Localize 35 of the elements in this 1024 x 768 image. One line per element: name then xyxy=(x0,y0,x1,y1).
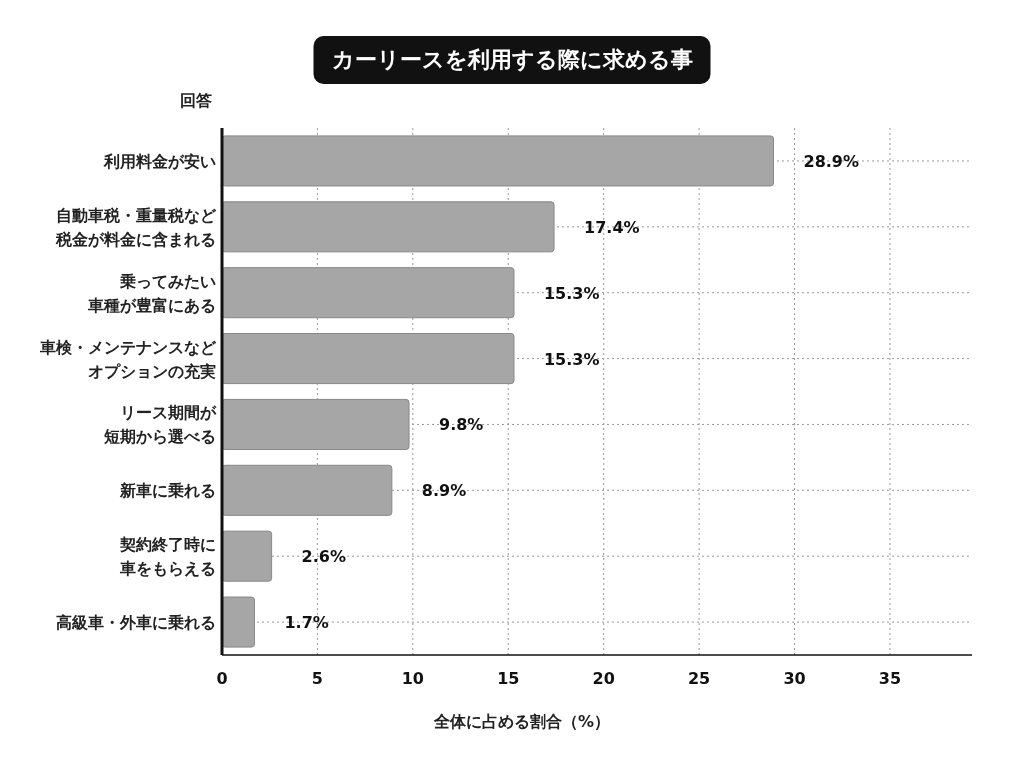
x-tick-label: 30 xyxy=(783,669,806,688)
bar xyxy=(221,333,515,385)
data-label: 2.6% xyxy=(301,547,346,567)
y-tick-label: 契約終了時に車をもらえる xyxy=(119,535,216,579)
data-label: 1.7% xyxy=(284,613,329,633)
data-label: 8.9% xyxy=(421,481,467,501)
x-tick-label: 20 xyxy=(592,669,615,688)
data-label: 15.3% xyxy=(543,283,600,303)
bar xyxy=(221,464,393,516)
y-tick-label: 新車に乗れる xyxy=(119,481,216,501)
bar xyxy=(221,596,255,648)
y-tick-label: 車検・メンテナンスなどオプションの充実 xyxy=(39,337,217,381)
bar xyxy=(221,398,410,450)
y-tick-label: 自動車税・重量税など税金が料金に含まれる xyxy=(55,205,217,249)
bar xyxy=(221,530,273,582)
y-tick-label: 乗ってみたい車種が豊富にある xyxy=(87,271,216,315)
x-tick-label: 25 xyxy=(687,669,711,688)
y-tick-label: 高級車・外車に乗れる xyxy=(56,613,216,633)
y-tick-label: 利用料金が安い xyxy=(103,151,216,171)
x-tick-label: 0 xyxy=(216,669,228,688)
chart-title: カーリースを利用する際に求める事 xyxy=(331,47,693,72)
data-label: 15.3% xyxy=(543,349,600,369)
x-tick-label: 15 xyxy=(497,669,520,688)
x-tick-label: 5 xyxy=(311,669,323,688)
bar xyxy=(221,201,555,253)
y-axis-title: 回答 xyxy=(180,91,212,110)
bar xyxy=(221,267,515,319)
data-label: 17.4% xyxy=(584,217,640,237)
y-tick-label: リース期間が短期から選べる xyxy=(103,403,217,447)
data-label: 28.9% xyxy=(803,151,860,171)
bar xyxy=(221,135,775,187)
data-label: 9.8% xyxy=(439,415,484,435)
x-tick-label: 10 xyxy=(401,669,424,688)
x-tick-label: 35 xyxy=(878,669,902,688)
x-axis-title: 全体に占める割合（%） xyxy=(432,712,611,731)
